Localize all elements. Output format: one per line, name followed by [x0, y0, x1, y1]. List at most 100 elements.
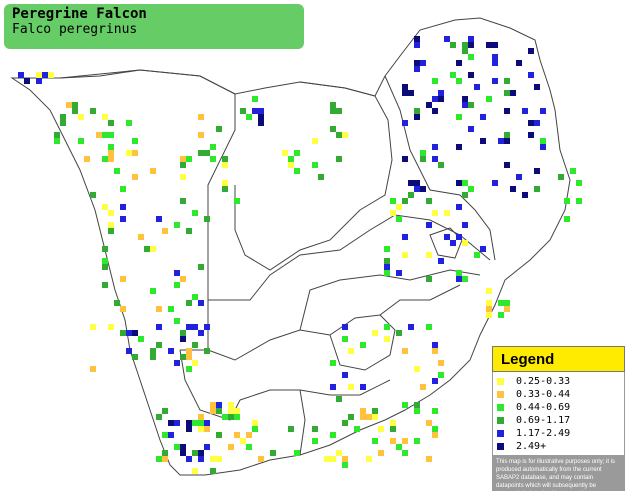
occurrence-cell: [186, 456, 192, 462]
occurrence-cell: [258, 120, 264, 126]
occurrence-cell: [198, 420, 204, 426]
occurrence-cell: [504, 108, 510, 114]
occurrence-cell: [372, 438, 378, 444]
occurrence-cell: [342, 132, 348, 138]
occurrence-cell: [432, 78, 438, 84]
species-scientific-name: Falco peregrinus: [12, 22, 138, 37]
occurrence-cell: [210, 156, 216, 162]
occurrence-cell: [348, 348, 354, 354]
legend-swatch: [497, 404, 504, 411]
occurrence-cell: [156, 216, 162, 222]
occurrence-cell: [414, 60, 420, 66]
occurrence-cell: [390, 426, 396, 432]
occurrence-cell: [426, 276, 432, 282]
occurrence-cell: [54, 138, 60, 144]
occurrence-cell: [450, 72, 456, 78]
occurrence-cell: [294, 168, 300, 174]
occurrence-cell: [528, 48, 534, 54]
occurrence-cell: [510, 90, 516, 96]
occurrence-cell: [414, 114, 420, 120]
occurrence-cell: [408, 180, 414, 186]
occurrence-cell: [468, 36, 474, 42]
occurrence-cell: [510, 186, 516, 192]
occurrence-cell: [348, 414, 354, 420]
occurrence-cell: [216, 126, 222, 132]
occurrence-cell: [180, 330, 186, 336]
occurrence-cell: [522, 192, 528, 198]
occurrence-cell: [102, 282, 108, 288]
occurrence-cell: [462, 222, 468, 228]
occurrence-cell: [198, 426, 204, 432]
legend-label: 0.44-0.69: [516, 402, 571, 413]
occurrence-cell: [180, 444, 186, 450]
occurrence-cell: [564, 216, 570, 222]
occurrence-cell: [438, 360, 444, 366]
occurrence-cell: [102, 246, 108, 252]
occurrence-cell: [462, 42, 468, 48]
occurrence-cell: [414, 108, 420, 114]
occurrence-cell: [288, 162, 294, 168]
occurrence-cell: [216, 402, 222, 408]
occurrence-cell: [186, 324, 192, 330]
occurrence-cell: [174, 222, 180, 228]
occurrence-cell: [432, 156, 438, 162]
occurrence-cell: [384, 246, 390, 252]
occurrence-cell: [414, 42, 420, 48]
border-eswatini: [429, 227, 463, 259]
occurrence-cell: [186, 366, 192, 372]
occurrence-cell: [468, 72, 474, 78]
occurrence-cell: [108, 210, 114, 216]
occurrence-cell: [486, 288, 492, 294]
occurrence-cell: [102, 132, 108, 138]
occurrence-cell: [108, 156, 114, 162]
occurrence-cell: [336, 156, 342, 162]
occurrence-cell: [102, 156, 108, 162]
occurrence-cell: [342, 462, 348, 468]
occurrence-cell: [360, 384, 366, 390]
occurrence-cell: [402, 450, 408, 456]
occurrence-cell: [534, 186, 540, 192]
occurrence-cell: [258, 114, 264, 120]
province-lines: [179, 269, 481, 456]
occurrence-cell: [102, 258, 108, 264]
occurrence-cell: [408, 324, 414, 330]
occurrence-cell: [462, 96, 468, 102]
occurrence-cell: [90, 324, 96, 330]
occurrence-cell: [222, 156, 228, 162]
occurrence-cell: [468, 126, 474, 132]
occurrence-cell: [414, 36, 420, 42]
occurrence-cell: [132, 174, 138, 180]
occurrence-cell: [426, 456, 432, 462]
occurrence-cell: [336, 132, 342, 138]
occurrence-cell: [534, 168, 540, 174]
occurrence-cell: [180, 162, 186, 168]
occurrence-cell: [186, 426, 192, 432]
occurrence-cell: [312, 438, 318, 444]
occurrence-cell: [414, 66, 420, 72]
occurrence-cell: [150, 246, 156, 252]
border-botswana-zimbabwe: [234, 81, 393, 271]
occurrence-cell: [540, 138, 546, 144]
occurrence-cell: [204, 420, 210, 426]
occurrence-cell: [426, 198, 432, 204]
occurrence-cell: [228, 414, 234, 420]
occurrence-cell: [342, 420, 348, 426]
occurrence-cell: [456, 234, 462, 240]
occurrence-cell: [474, 84, 480, 90]
occurrence-cell: [234, 414, 240, 420]
occurrence-cell: [156, 306, 162, 312]
occurrence-cell: [168, 348, 174, 354]
occurrence-cell: [336, 108, 342, 114]
occurrence-cell: [528, 72, 534, 78]
occurrence-cell: [120, 186, 126, 192]
occurrence-cell: [132, 150, 138, 156]
occurrence-cell: [492, 42, 498, 48]
occurrence-cell: [432, 378, 438, 384]
legend-swatch: [497, 443, 504, 450]
legend-disclaimer: This map is for illustrative purposes on…: [496, 459, 616, 497]
occurrence-cell: [468, 54, 474, 60]
occurrence-cell: [522, 108, 528, 114]
occurrence-cell: [426, 102, 432, 108]
occurrence-cell: [330, 108, 336, 114]
occurrence-cell: [462, 276, 468, 282]
